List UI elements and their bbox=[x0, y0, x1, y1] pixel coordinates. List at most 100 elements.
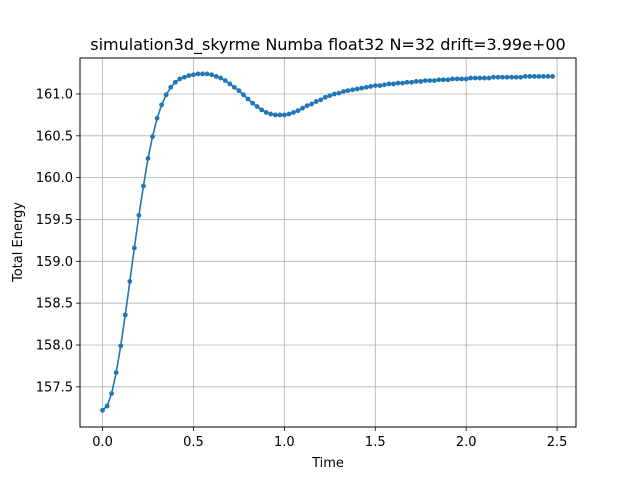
data-point bbox=[450, 77, 455, 82]
data-point bbox=[100, 408, 105, 413]
x-axis-label: Time bbox=[311, 456, 344, 471]
data-point bbox=[550, 74, 555, 79]
data-point bbox=[173, 80, 178, 85]
y-tick-label: 160.5 bbox=[36, 129, 73, 144]
y-tick-label: 161.0 bbox=[36, 87, 73, 102]
data-point bbox=[282, 113, 287, 118]
x-tick-label: 1.0 bbox=[274, 435, 295, 450]
data-point bbox=[377, 83, 382, 88]
data-point bbox=[491, 75, 496, 80]
data-point bbox=[391, 82, 396, 87]
data-point bbox=[314, 99, 319, 104]
data-point bbox=[346, 88, 351, 93]
data-point bbox=[196, 72, 201, 77]
y-tick-label: 159.0 bbox=[36, 255, 73, 270]
data-point bbox=[114, 370, 119, 375]
data-point bbox=[141, 184, 146, 189]
data-point bbox=[332, 92, 337, 97]
data-point bbox=[337, 91, 342, 96]
x-tick-label: 2.0 bbox=[456, 435, 477, 450]
data-point bbox=[505, 75, 510, 80]
data-point bbox=[296, 108, 301, 113]
data-point bbox=[537, 74, 542, 79]
data-point bbox=[309, 102, 314, 107]
data-point bbox=[177, 77, 182, 82]
data-point bbox=[496, 75, 501, 80]
data-point bbox=[159, 102, 164, 107]
data-point bbox=[518, 75, 523, 80]
data-point bbox=[223, 78, 228, 83]
data-point bbox=[155, 116, 160, 121]
data-point bbox=[509, 75, 514, 80]
data-point bbox=[487, 76, 492, 81]
data-point bbox=[255, 104, 260, 109]
data-point bbox=[318, 97, 323, 102]
data-point bbox=[200, 72, 205, 77]
data-point bbox=[364, 85, 369, 90]
data-point bbox=[268, 112, 273, 117]
data-point bbox=[500, 75, 505, 80]
data-point bbox=[150, 134, 155, 139]
data-point bbox=[527, 74, 532, 79]
data-point bbox=[464, 77, 469, 82]
data-point bbox=[182, 75, 187, 80]
data-point bbox=[259, 107, 264, 112]
x-tick-label: 2.5 bbox=[547, 435, 568, 450]
data-point bbox=[291, 110, 296, 115]
data-point bbox=[118, 343, 123, 348]
data-point bbox=[468, 76, 473, 81]
plot-background bbox=[80, 58, 576, 427]
y-tick-label: 157.5 bbox=[36, 380, 73, 395]
data-point bbox=[546, 74, 551, 79]
data-point bbox=[382, 82, 387, 87]
data-point bbox=[109, 391, 114, 396]
data-point bbox=[241, 92, 246, 97]
data-point bbox=[214, 74, 219, 79]
data-point bbox=[405, 80, 410, 85]
data-point bbox=[273, 113, 278, 118]
data-point bbox=[427, 78, 432, 83]
data-point bbox=[227, 82, 232, 87]
data-point bbox=[359, 86, 364, 91]
x-tick-label: 0.5 bbox=[183, 435, 204, 450]
data-point bbox=[246, 97, 251, 102]
data-point bbox=[400, 81, 405, 86]
data-point bbox=[105, 404, 110, 409]
data-point bbox=[455, 77, 460, 82]
y-axis-label: Total Energy bbox=[11, 202, 26, 283]
data-point bbox=[187, 73, 192, 78]
data-point bbox=[387, 82, 392, 87]
data-point bbox=[327, 93, 332, 98]
data-point bbox=[532, 74, 537, 79]
data-point bbox=[523, 74, 528, 79]
data-point bbox=[482, 76, 487, 81]
y-tick-label: 158.5 bbox=[36, 297, 73, 312]
data-point bbox=[341, 89, 346, 94]
data-point bbox=[414, 79, 419, 84]
data-point bbox=[205, 72, 210, 77]
data-point bbox=[432, 78, 437, 83]
data-point bbox=[418, 79, 423, 84]
data-point bbox=[441, 77, 446, 82]
x-tick-label: 0.0 bbox=[92, 435, 113, 450]
y-tick-label: 159.5 bbox=[36, 213, 73, 228]
data-point bbox=[477, 76, 482, 81]
data-point bbox=[396, 81, 401, 86]
data-point bbox=[232, 85, 237, 90]
data-point bbox=[409, 80, 414, 85]
data-point bbox=[237, 88, 242, 93]
data-point bbox=[132, 246, 137, 251]
data-point bbox=[446, 77, 451, 82]
data-point bbox=[137, 213, 142, 218]
data-point bbox=[473, 76, 478, 81]
x-tick-label: 1.5 bbox=[365, 435, 386, 450]
data-point bbox=[127, 279, 132, 284]
data-point bbox=[437, 77, 442, 82]
data-point bbox=[423, 78, 428, 83]
data-point bbox=[459, 77, 464, 82]
data-point bbox=[146, 156, 151, 161]
chart-title: simulation3d_skyrme Numba float32 N=32 d… bbox=[90, 35, 565, 55]
data-point bbox=[168, 85, 173, 90]
data-point bbox=[323, 95, 328, 100]
